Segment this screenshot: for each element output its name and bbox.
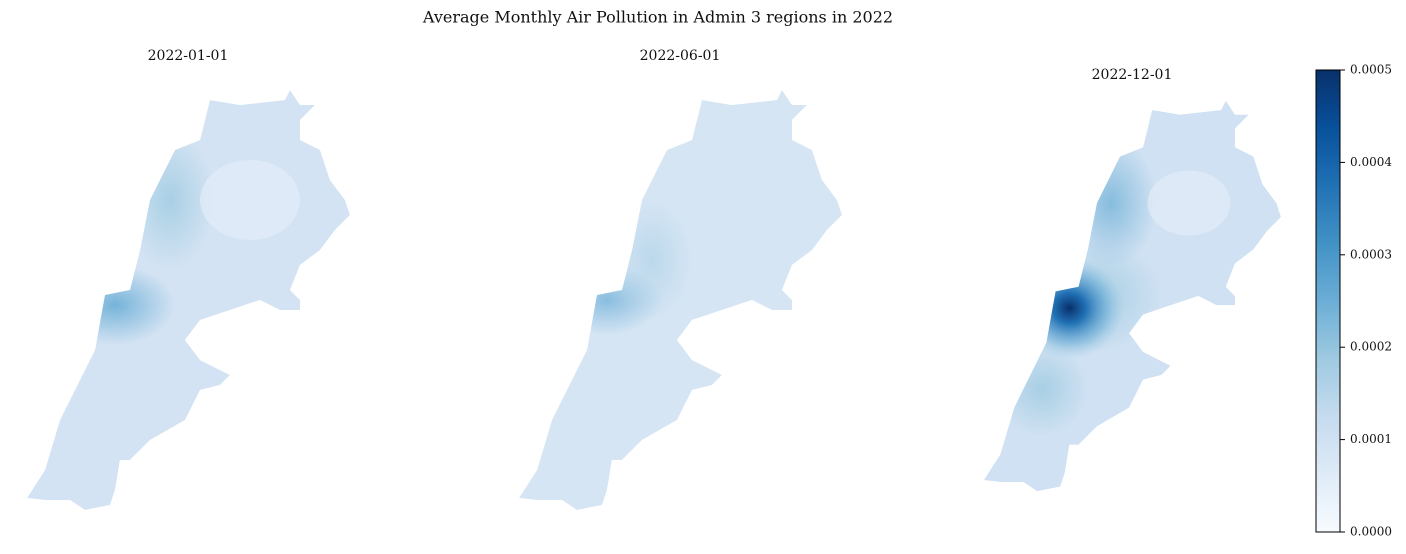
colorbar-tick-label: 0.0004 bbox=[1350, 155, 1392, 169]
map-title: 2022-06-01 bbox=[640, 48, 721, 64]
colorbar-tick-label: 0.0002 bbox=[1350, 340, 1392, 354]
colorbar-gradient bbox=[1315, 69, 1341, 533]
figure-title: Average Monthly Air Pollution in Admin 3… bbox=[422, 8, 893, 27]
map: 2022-12-01 bbox=[983, 67, 1281, 492]
colorbar-tick-label: 0.0005 bbox=[1350, 63, 1392, 77]
map-title: 2022-01-01 bbox=[148, 48, 229, 64]
map-title: 2022-12-01 bbox=[1092, 67, 1173, 83]
colorbar-tick-label: 0.0001 bbox=[1350, 432, 1392, 446]
colorbar: 0.0000 0.0001 0.0002 0.0003 0.0004 0.0005 bbox=[1315, 63, 1392, 539]
map: 2022-01-01 bbox=[27, 48, 350, 510]
colorbar-tick-label: 0.0000 bbox=[1350, 525, 1392, 539]
colorbar-tick-label: 0.0003 bbox=[1350, 247, 1392, 261]
map: 2022-06-01 bbox=[519, 48, 842, 510]
